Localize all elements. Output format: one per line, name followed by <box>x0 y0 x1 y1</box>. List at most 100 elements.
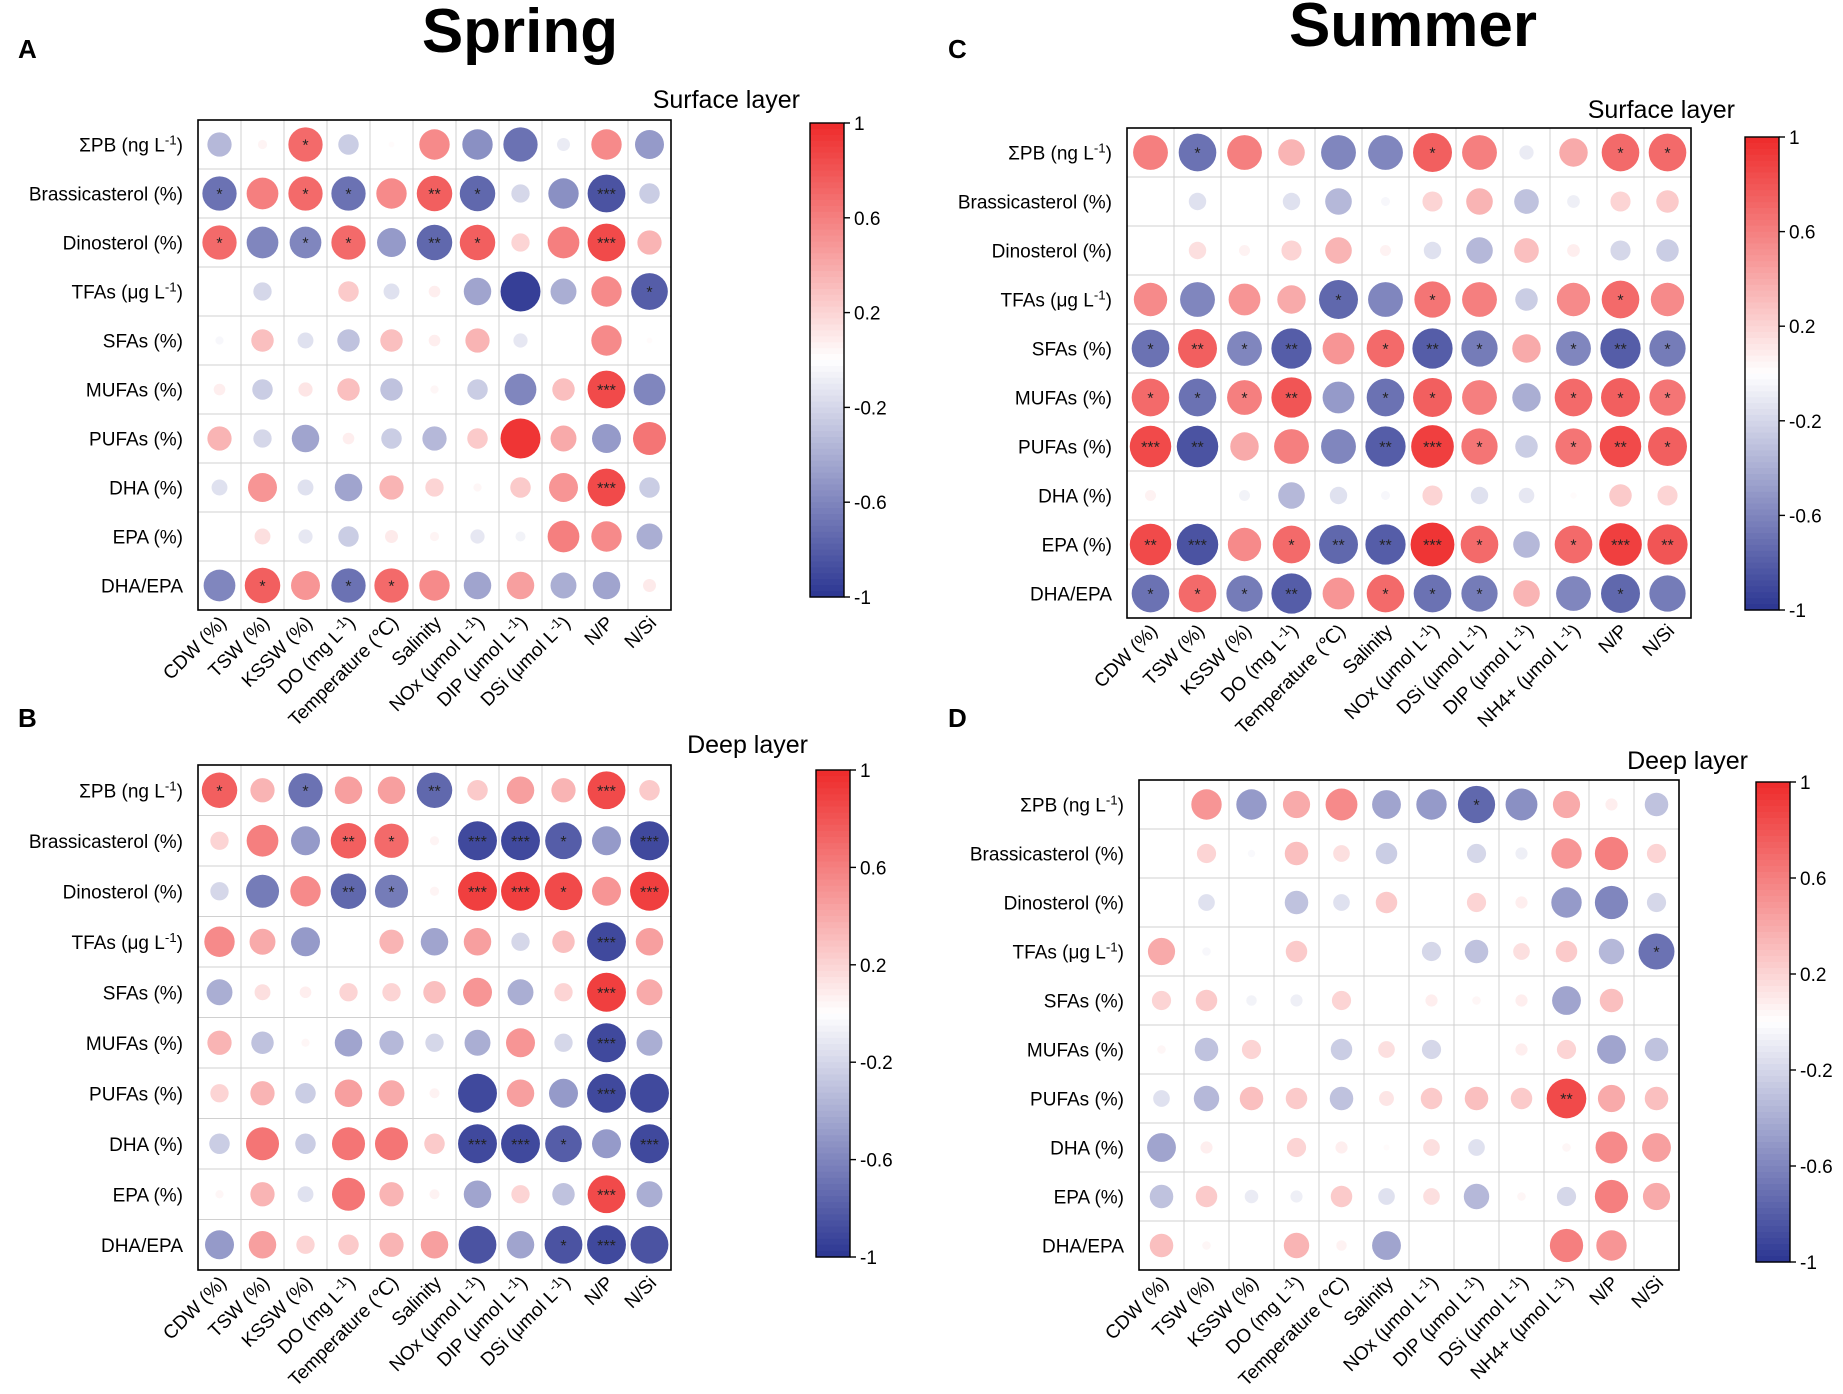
correlation-circle <box>1153 1090 1170 1107</box>
colorbar-segment <box>1745 320 1779 327</box>
correlation-circle <box>1644 1086 1669 1111</box>
colorbar-segment <box>810 312 844 320</box>
correlation-circle <box>1595 1131 1628 1164</box>
significance-mark: ** <box>1144 538 1156 555</box>
correlation-circle <box>1461 575 1498 612</box>
colorbar-tick-label: -0.2 <box>854 398 887 419</box>
correlation-circle <box>557 138 570 151</box>
colorbar-segment <box>816 849 850 856</box>
colorbar-segment <box>1745 166 1779 174</box>
correlation-circle <box>1372 1231 1401 1260</box>
correlation-circle <box>1366 378 1405 417</box>
significance-mark: * <box>345 579 351 596</box>
colorbar-segment <box>1756 800 1790 807</box>
colorbar-tick-label: -0.2 <box>1789 412 1822 433</box>
correlation-circle <box>1515 994 1528 1007</box>
correlation-circle <box>210 831 229 850</box>
correlation-circle <box>1510 1087 1533 1110</box>
correlation-circle <box>1422 191 1443 212</box>
significance-mark: ** <box>1661 538 1673 555</box>
correlation-circle <box>1366 574 1405 613</box>
colorbar-segment <box>1745 539 1779 546</box>
colorbar-segment <box>1756 818 1790 825</box>
row-label: SFAs (%) <box>1044 992 1124 1013</box>
row-label: Dinosterol (%) <box>63 234 183 255</box>
significance-mark: *** <box>640 884 659 901</box>
correlation-circle <box>1513 943 1530 960</box>
correlation-circle <box>1325 237 1352 264</box>
colorbar-segment <box>810 555 844 563</box>
correlation-circle <box>544 872 583 911</box>
correlation-circle <box>544 1225 583 1264</box>
colorbar-segment <box>816 903 850 911</box>
colorbar-segment <box>1745 142 1779 150</box>
significance-mark: * <box>1617 146 1623 163</box>
colorbar-segment <box>1756 866 1790 873</box>
colorbar-segment <box>1756 788 1790 795</box>
colorbar-segment <box>1756 1208 1790 1215</box>
correlation-circle <box>1176 523 1219 566</box>
colorbar-segment <box>816 788 850 795</box>
correlation-circle <box>467 780 488 801</box>
significance-mark: *** <box>597 985 616 1002</box>
significance-mark: *** <box>597 236 616 253</box>
colorbar-segment <box>1756 1082 1790 1089</box>
correlation-circle <box>419 129 450 160</box>
correlation-circle <box>1230 432 1259 461</box>
correlation-circle <box>587 370 626 409</box>
correlation-circle <box>215 336 224 345</box>
correlation-circle <box>463 571 492 600</box>
colorbar-segment <box>816 1177 850 1185</box>
colorbar-tick-label: -0.6 <box>1800 1157 1833 1178</box>
colorbar-segment <box>816 1104 850 1112</box>
correlation-circle <box>643 579 656 592</box>
correlation-circle <box>1648 427 1687 466</box>
correlation-circle <box>207 426 232 451</box>
colorbar-segment <box>810 265 844 272</box>
correlation-circle <box>254 984 271 1001</box>
significance-mark: * <box>302 187 308 204</box>
column-label: N/Si <box>621 1273 661 1313</box>
correlation-circle <box>646 337 653 344</box>
colorbar-segment <box>810 585 844 592</box>
correlation-circle <box>1517 1192 1526 1201</box>
correlation-circle <box>248 1231 277 1259</box>
colorbar-segment <box>810 401 844 408</box>
correlation-circle <box>1330 1038 1353 1061</box>
correlation-circle <box>1466 843 1487 864</box>
significance-mark: ** <box>342 884 354 901</box>
colorbar-segment <box>1756 1076 1790 1083</box>
correlation-circle <box>587 972 626 1012</box>
colorbar-segment <box>816 1153 850 1161</box>
colorbar-segment <box>810 170 844 177</box>
colorbar-segment <box>1756 926 1790 933</box>
colorbar-segment <box>1745 308 1779 315</box>
colorbar-segment <box>816 824 850 832</box>
row-label: EPA (%) <box>113 528 183 549</box>
colorbar-segment <box>1745 521 1779 528</box>
row-label: DHA (%) <box>1038 487 1112 508</box>
column-label: N/Si <box>1628 1273 1668 1313</box>
correlation-circle <box>1368 282 1403 317</box>
colorbar-segment <box>1756 878 1790 885</box>
correlation-circle <box>1271 573 1312 614</box>
significance-mark: ** <box>1285 587 1297 604</box>
correlation-circle <box>290 876 321 907</box>
colorbar-segment <box>1745 296 1779 304</box>
colorbar-segment <box>816 1037 850 1045</box>
colorbar-segment <box>1745 444 1779 451</box>
colorbar-segment <box>1756 1148 1790 1155</box>
significance-mark: * <box>1429 391 1435 408</box>
colorbar-segment <box>810 194 844 201</box>
correlation-circle <box>202 225 237 260</box>
correlation-circle <box>630 821 669 861</box>
colorbar-segment <box>1756 950 1790 957</box>
colorbar-segment <box>810 472 844 480</box>
correlation-circle <box>1322 577 1355 610</box>
colorbar-segment <box>816 1238 850 1246</box>
correlation-circle <box>288 176 323 211</box>
correlation-circle <box>545 822 582 860</box>
correlation-circle <box>1462 282 1497 317</box>
